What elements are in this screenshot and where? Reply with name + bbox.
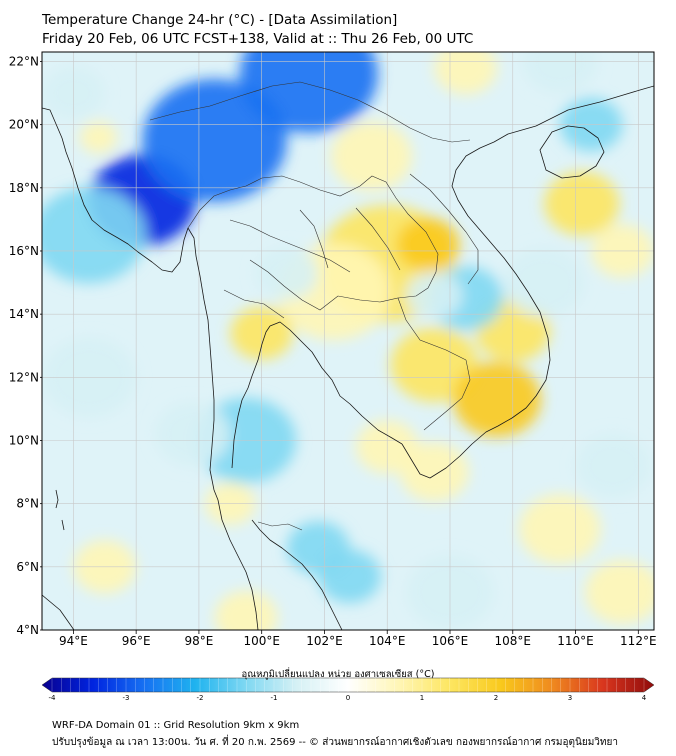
malay-east-coast xyxy=(251,519,343,630)
field-anomaly-2 xyxy=(142,79,287,202)
lat-tick-label: 14°N xyxy=(9,307,39,321)
field-anomaly-30 xyxy=(519,494,601,564)
field-anomaly-17 xyxy=(544,171,620,236)
china-border xyxy=(149,81,471,143)
lat-tick-label: 22°N xyxy=(9,54,39,68)
colorbar: -4 -3 -2 -1 0 1 2 3 4 xyxy=(41,677,655,700)
lon-tick-label: 102°E xyxy=(306,634,343,648)
field-anomaly-31 xyxy=(575,433,651,498)
country-province-borders xyxy=(149,81,479,531)
field-anomaly-32 xyxy=(584,560,654,625)
lon-tick-label: 96°E xyxy=(122,634,151,648)
south-china-coast xyxy=(535,85,654,127)
lat-tick-label: 16°N xyxy=(9,244,39,258)
lon-tick-label: 94°E xyxy=(59,634,88,648)
field-anomaly-26 xyxy=(154,402,231,467)
hainan-island xyxy=(539,125,605,179)
thai-malaysia-border xyxy=(257,521,303,531)
field-anomaly-4 xyxy=(42,187,146,284)
field-anomaly-3 xyxy=(239,52,378,133)
gulf-of-thailand-north xyxy=(269,321,403,445)
andaman-islands xyxy=(55,489,65,531)
laos-vietnam-border xyxy=(409,173,479,285)
colorbar-tick-label: 1 xyxy=(420,694,424,700)
field-anomaly-25 xyxy=(318,549,381,603)
footer-line-1: WRF-DA Domain 01 :: Grid Resolution 9km … xyxy=(52,720,300,731)
temperature-change-map: 94°E 96°E 98°E 100°E 102°E 104°E 106°E 108°E 110… xyxy=(9,51,657,700)
colorbar-label: อุณหภูมิเปลี่ยนแปลง หน่วย องศาเซลเซียส (… xyxy=(241,669,435,680)
lon-tick-label: 106°E xyxy=(432,634,469,648)
colorbar-tick-label: 4 xyxy=(642,694,647,700)
lon-tick-label: 110°E xyxy=(557,634,594,648)
field-anomaly-13 xyxy=(406,271,463,320)
field-anomaly-10 xyxy=(453,362,542,437)
colorbar-tick-label: 2 xyxy=(494,694,498,700)
colorbar-tick-label: 3 xyxy=(568,694,572,700)
thai-cambodia-border xyxy=(337,295,467,361)
temperature-field xyxy=(42,52,654,630)
colorbar-tick-label: -4 xyxy=(49,694,57,700)
colorbar-tick-label: -3 xyxy=(123,694,130,700)
lat-tick-label: 4°N xyxy=(16,623,39,637)
lat-tick-label: 8°N xyxy=(16,497,39,511)
field-anomaly-16 xyxy=(503,247,585,318)
myanmar-thai-border xyxy=(187,175,301,229)
lat-tick-label: 18°N xyxy=(9,181,39,195)
lat-tick-label: 12°N xyxy=(9,370,39,384)
lon-tick-label: 112°E xyxy=(620,634,657,648)
footer-line-2: ปรับปรุงข้อมูล ณ เวลา 13:00น. วัน ศ. ที่… xyxy=(52,737,618,748)
lon-tick-label: 98°E xyxy=(184,634,213,648)
field-anomaly-6 xyxy=(396,217,460,272)
thai-laos-border xyxy=(299,175,439,299)
field-anomaly-9 xyxy=(390,327,479,403)
lat-tick-label: 20°N xyxy=(9,118,39,132)
map-title: Temperature Change 24-hr (°C) - [Data As… xyxy=(42,12,398,28)
colorbar-ticks: -4 -3 -2 -1 0 1 2 3 4 xyxy=(49,678,647,700)
field-anomaly-35 xyxy=(79,121,118,154)
gulf-of-thailand-west xyxy=(231,325,271,469)
coastlines-and-borders xyxy=(42,85,654,630)
inner-thai-provinces xyxy=(223,207,401,319)
vietnam-coast xyxy=(401,125,551,479)
field-anomaly-20 xyxy=(434,52,498,95)
sumatra-tip xyxy=(42,594,75,630)
map-subtitle: Friday 20 Feb, 06 UTC FCST+138, Valid at… xyxy=(42,31,474,47)
mainland-coast xyxy=(42,107,259,630)
lat-lon-grid xyxy=(42,52,654,630)
colorbar-tick-label: -1 xyxy=(271,694,278,700)
map-frame xyxy=(41,51,655,631)
cambodia-vietnam-border xyxy=(423,359,471,431)
colorbar-tick-label: 0 xyxy=(346,694,350,700)
field-anomaly-22 xyxy=(522,52,598,94)
field-anomaly-15 xyxy=(399,442,469,502)
field-anomaly-36 xyxy=(255,246,319,300)
lon-tick-label: 100°E xyxy=(243,634,280,648)
lat-tick-label: 10°N xyxy=(9,433,39,447)
lon-tick-label: 104°E xyxy=(369,634,406,648)
lon-tick-label: 108°E xyxy=(495,634,532,648)
lat-tick-label: 6°N xyxy=(16,560,39,574)
axis-tick-labels: 94°E 96°E 98°E 100°E 102°E 104°E 106°E 108°E 110… xyxy=(9,54,657,648)
colorbar-tick-label: -2 xyxy=(197,694,204,700)
field-anomaly-19 xyxy=(330,121,413,191)
